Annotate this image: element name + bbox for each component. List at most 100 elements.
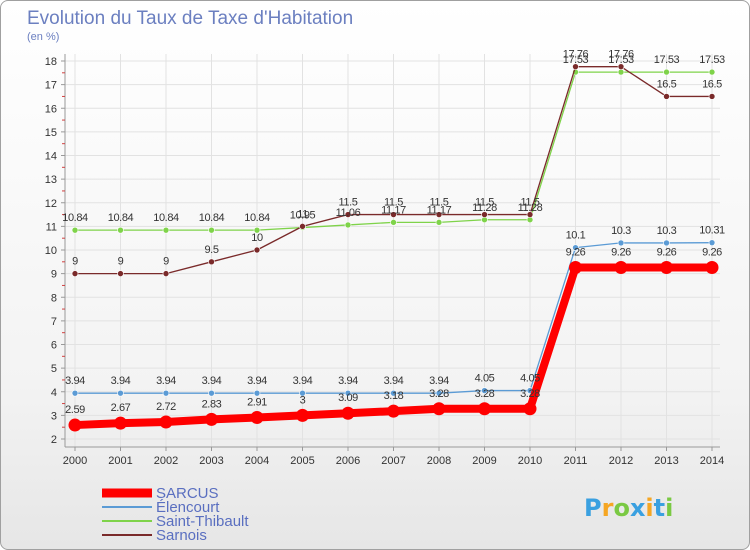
- data-label: 3.94: [65, 375, 85, 387]
- data-label: 3.94: [202, 375, 222, 387]
- data-label: 17.53: [563, 54, 589, 66]
- data-point-sarcus: [705, 260, 719, 274]
- x-tick-label: 2013: [654, 455, 678, 467]
- data-label: 3.09: [338, 392, 358, 404]
- y-tick-label: 2: [51, 434, 57, 446]
- data-label: 16.5: [702, 78, 722, 90]
- data-label: 10.3: [657, 225, 677, 237]
- x-tick-label: 2002: [154, 455, 178, 467]
- y-tick-label: 6: [51, 340, 57, 352]
- y-tick-label: 17: [45, 80, 57, 92]
- x-tick-label: 2001: [108, 455, 132, 467]
- data-label: 11.5: [430, 197, 449, 209]
- data-label: 10.84: [62, 212, 88, 224]
- data-point-sarcus: [159, 415, 173, 429]
- data-point-sarnois: [344, 211, 352, 218]
- logo-letter: r: [602, 494, 614, 522]
- data-label: 3.94: [384, 375, 404, 387]
- data-point-elencourt: [299, 389, 306, 397]
- x-tick-label: 2009: [472, 455, 496, 467]
- proxiti-logo: Proxiti: [584, 494, 673, 522]
- data-label: 3: [300, 394, 306, 406]
- data-label: 9.5: [204, 244, 218, 256]
- data-point-saint-thibault: [708, 68, 716, 76]
- data-label: 10.31: [699, 225, 725, 237]
- x-tick-label: 2008: [427, 455, 451, 467]
- axes: [61, 54, 720, 451]
- data-label: 3.94: [429, 375, 449, 387]
- data-label: 9.26: [566, 246, 586, 258]
- data-point-sarcus: [523, 402, 537, 416]
- data-label: 2.83: [202, 398, 222, 410]
- data-labels: 2.59 2.67 2.72 2.83 2.91 3 3.09 3.18 3.28 3.28 3.2…: [62, 49, 725, 416]
- x-tick-label: 2010: [518, 455, 542, 467]
- data-point-sarnois: [617, 63, 625, 70]
- data-label: 9.26: [702, 246, 722, 258]
- data-label: 3.94: [156, 375, 176, 387]
- data-label: 11.5: [384, 197, 403, 209]
- data-point-sarnois: [390, 211, 397, 218]
- data-point-elencourt: [344, 389, 352, 397]
- data-label: 11.5: [339, 197, 358, 209]
- data-point-elencourt: [435, 389, 443, 397]
- data-label: 11.06: [336, 207, 361, 219]
- data-point-sarnois: [526, 211, 534, 218]
- data-point-saint-thibault: [663, 68, 670, 76]
- legend-label: SARCUS: [156, 485, 219, 502]
- data-point-elencourt: [663, 239, 670, 247]
- data-label: 2.91: [247, 397, 267, 409]
- data-label: 4.05: [520, 373, 540, 385]
- data-label: 3.28: [475, 388, 495, 400]
- data-label: 10.84: [244, 212, 270, 224]
- x-tick-labels: 2000 2001 2002 2003 2004 2005 2006 2007 2008 2009…: [63, 455, 724, 467]
- logo-letter: P: [584, 494, 602, 522]
- data-point-sarnois: [572, 63, 579, 70]
- data-point-elencourt: [208, 389, 215, 397]
- data-label: 3.94: [293, 375, 313, 387]
- x-tick-label: 2003: [199, 455, 223, 467]
- chart-title: Evolution du Taux de Taxe d'Habitation: [27, 8, 353, 29]
- data-label: 9: [118, 256, 124, 268]
- data-point-sarcus: [68, 418, 82, 432]
- data-label: 3.28: [429, 388, 449, 400]
- data-point-sarcus: [660, 260, 673, 274]
- data-label: 11.28: [518, 202, 543, 214]
- data-point-sarcus: [478, 402, 491, 416]
- data-point-saint-thibault: [253, 226, 261, 234]
- data-point-sarcus: [341, 406, 355, 420]
- data-label: 10.84: [153, 212, 179, 224]
- data-point-elencourt: [708, 239, 716, 246]
- logo-letter: i: [665, 494, 673, 522]
- series-lines: [68, 63, 719, 432]
- y-tick-label: 3: [51, 410, 57, 422]
- data-point-saint-thibault: [390, 219, 397, 226]
- data-point-sarnois: [708, 93, 716, 100]
- data-label: 10.84: [199, 212, 225, 224]
- data-point-sarcus: [205, 412, 218, 426]
- data-point-elencourt: [253, 389, 261, 397]
- data-point-sarnois: [663, 93, 670, 100]
- data-label: 10: [251, 232, 263, 244]
- x-tick-label: 2012: [609, 455, 633, 467]
- data-label: 11.5: [521, 197, 540, 209]
- y-tick-label: 16: [45, 103, 57, 115]
- data-label: 17.76: [563, 49, 589, 61]
- data-label: 4.05: [475, 373, 495, 385]
- data-point-sarnois: [299, 223, 306, 230]
- data-point-sarcus: [432, 402, 446, 416]
- data-point-saint-thibault: [617, 68, 625, 76]
- data-label: 10.1: [566, 230, 586, 242]
- data-label: 9: [72, 256, 78, 268]
- data-label: 10.3: [611, 225, 631, 237]
- data-point-saint-thibault: [162, 226, 170, 234]
- legend-label: Élencourt: [156, 499, 220, 516]
- y-tick-label: 9: [51, 269, 57, 281]
- data-point-sarnois: [162, 270, 170, 277]
- data-point-sarnois: [208, 258, 215, 266]
- legend-label: Saint-Thibault: [156, 513, 249, 530]
- x-tick-label: 2011: [564, 455, 588, 467]
- x-tick-label: 2007: [381, 455, 405, 467]
- y-tick-label: 10: [45, 245, 57, 257]
- data-point-elencourt: [572, 244, 579, 251]
